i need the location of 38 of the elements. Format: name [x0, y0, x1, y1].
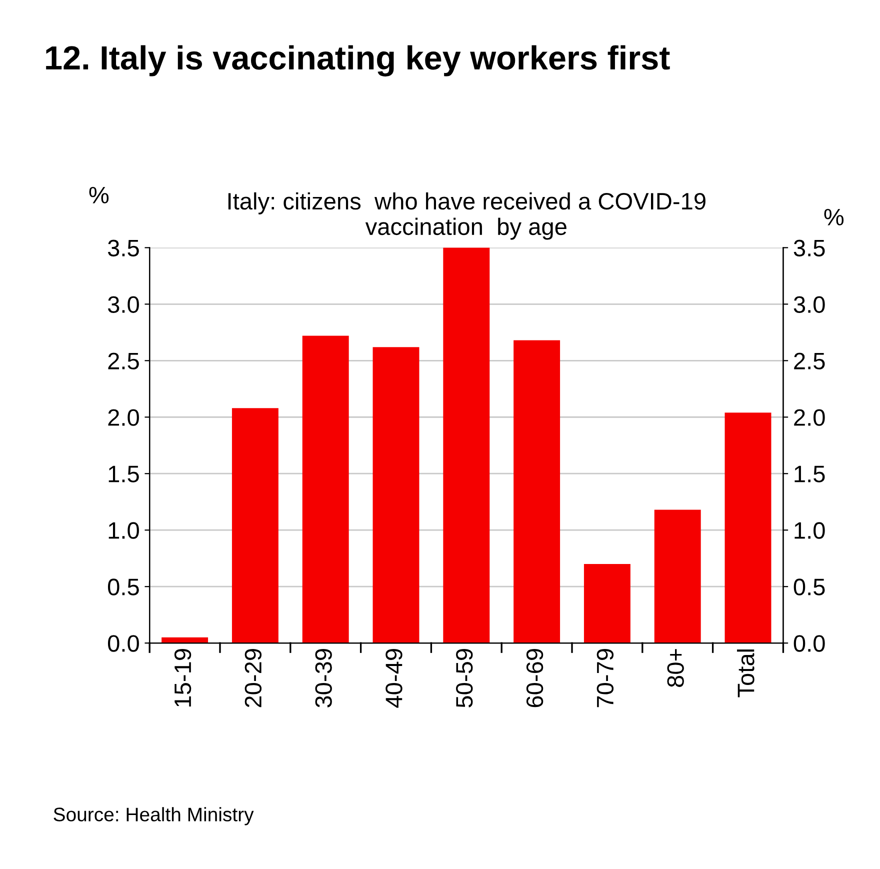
y-axis-title: % — [89, 186, 109, 204]
bar — [372, 347, 420, 644]
y2-tick-label: 3.0 — [794, 296, 825, 313]
y2-tick-label: 0.5 — [794, 578, 825, 596]
chart-subtitle: Italy: citizens who have received a COVID-19 vaccination by age — [228, 192, 706, 240]
y-tick-label: 3.5 — [108, 240, 139, 256]
x-tick-label: 80+ — [667, 649, 684, 687]
y2-tick-label: 2.5 — [794, 352, 825, 370]
bar — [514, 340, 560, 644]
bar — [724, 412, 772, 644]
y2-tick-label: 2.0 — [794, 409, 825, 426]
x-tick-label: 20-29 — [244, 649, 262, 708]
x-tick-label: 70-79 — [596, 649, 614, 708]
y-tick-label: 3.0 — [108, 296, 139, 313]
chart-title: 12. Italy is vaccinating key workers first — [46, 45, 670, 76]
bar — [302, 336, 349, 644]
bar — [443, 248, 490, 644]
y2-tick-label: 1.5 — [794, 466, 825, 482]
bar — [654, 510, 701, 644]
y-tick-label: 0.5 — [108, 578, 139, 596]
y-tick-label: 2.0 — [108, 409, 139, 426]
source-note: Source: Health Ministry — [54, 807, 254, 826]
x-tick-label: 15-19 — [174, 649, 192, 707]
y-tick-label: 1.5 — [108, 466, 139, 482]
y-tick-label: 1.0 — [108, 522, 139, 539]
bar — [584, 564, 630, 644]
y-tick-label: 2.5 — [108, 352, 139, 370]
y2-tick-label: 1.0 — [794, 522, 825, 539]
x-tick-label: 50-59 — [456, 649, 473, 708]
y2-axis-title: % — [824, 208, 844, 226]
y2-tick-label: 0.0 — [794, 635, 825, 652]
x-tick-label: 30-39 — [315, 649, 332, 708]
y-tick-label: 0.0 — [108, 635, 139, 652]
x-tick-label: Total — [736, 649, 754, 698]
bar — [232, 408, 278, 644]
y2-tick-label: 3.5 — [794, 240, 825, 256]
x-tick-label: 60-69 — [526, 649, 544, 708]
x-tick-label: 40-49 — [386, 649, 402, 708]
